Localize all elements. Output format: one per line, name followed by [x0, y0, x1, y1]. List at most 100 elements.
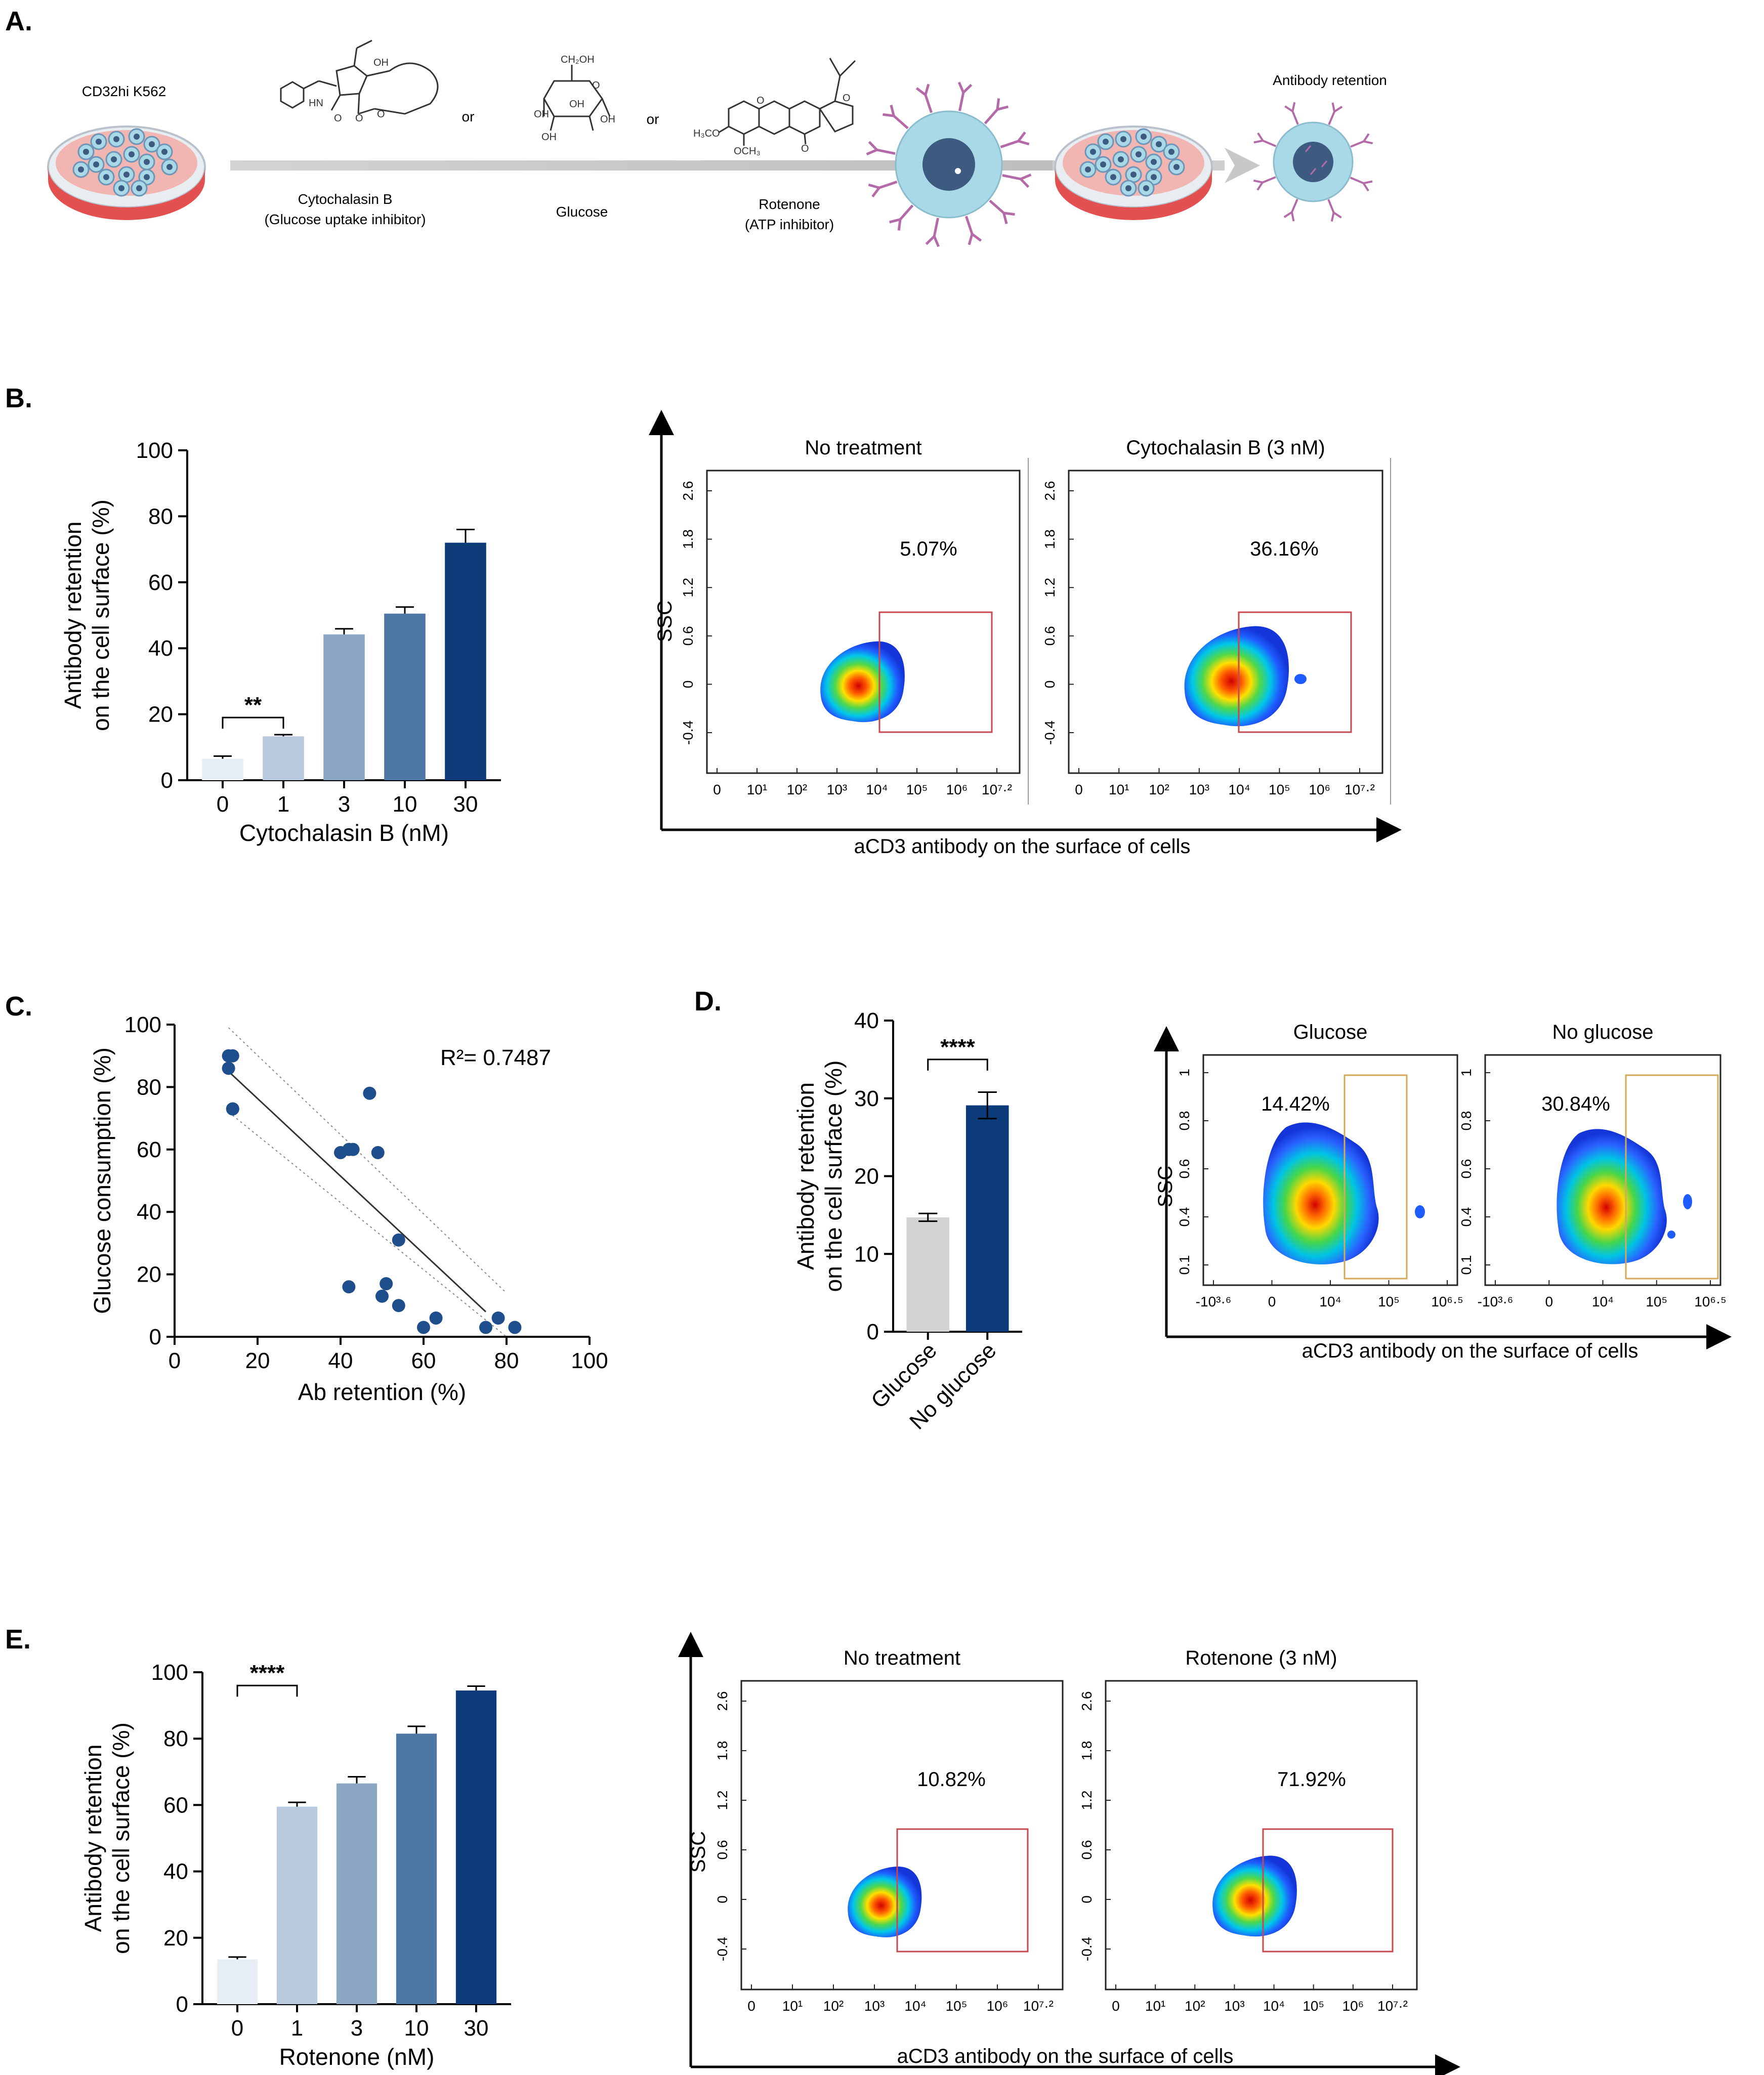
rotenone-name: Rotenone [759, 196, 820, 212]
cell-nucleus [149, 141, 155, 147]
svg-text:OH: OH [541, 132, 557, 143]
antibody-arm [1333, 211, 1342, 219]
antibody-icon [1350, 177, 1364, 184]
x-tick-label: 1 [291, 2016, 303, 2041]
antibody-icon [958, 92, 965, 111]
y-axis-title-line1: Antibody retention [792, 1082, 819, 1270]
antibody-arm [868, 183, 880, 189]
y-tick-label: 0 [149, 1325, 161, 1349]
gate-rectangle [878, 611, 993, 733]
significance-stars: ** [244, 693, 262, 717]
antibody-arm [1257, 132, 1264, 142]
flow-y-tick-label: 1.8 [715, 1741, 730, 1761]
internalized-antibody [1321, 160, 1328, 167]
data-point [392, 1299, 405, 1312]
antibody-arm [924, 83, 930, 96]
antibody-arm [866, 148, 877, 156]
bar-chart-b: 0 20 40 60 80 100 0 1 3 10 30 ** Cytochalasin B (nM)… [60, 438, 501, 846]
bar-chart-e: 0 20 40 60 80 100 0 1 3 10 30 **** Rotenone (nM) Anti… [80, 1660, 511, 2070]
svg-text:OH: OH [569, 99, 584, 110]
flow-x-tick-label: 10⁶ [946, 782, 968, 797]
flow-y-tick-label: -0.4 [715, 1937, 730, 1961]
antibody-arm [1020, 173, 1032, 181]
bar [217, 1959, 258, 2004]
flow-x-tick-label: 10¹ [1145, 1998, 1165, 2014]
antibody-arm [915, 87, 927, 96]
flow-x-tick-label: 10⁷·² [1377, 1998, 1408, 2014]
flow-plot-frame [1068, 470, 1383, 774]
x-tick-label: 0 [169, 1348, 181, 1373]
y-tick-label: 60 [163, 1793, 188, 1817]
cell-nucleus [161, 149, 167, 155]
flow-x-tick-label: 10⁴ [866, 782, 888, 797]
significance-bracket [222, 716, 284, 729]
y-tick-label: 60 [137, 1137, 161, 1162]
cell-nucleus [1141, 134, 1147, 140]
y-axis-title: Glucose consumption (%) [89, 1047, 115, 1314]
svg-text:OH: OH [534, 109, 549, 120]
data-point [392, 1233, 405, 1247]
x-axis-title: Cytochalasin B (nM) [239, 820, 449, 846]
antibody-arm [1290, 212, 1295, 222]
svg-text:O: O [843, 93, 851, 104]
cell-nucleus [96, 139, 102, 145]
cell-nucleus [111, 156, 117, 162]
y-tick-label: 40 [854, 1008, 879, 1033]
antibody-arm [1002, 213, 1008, 224]
flow-x-tick-label: 10⁴ [904, 1998, 926, 2014]
cell-nucleus [113, 136, 119, 142]
cytochalasin-name: Cytochalasin B [298, 191, 393, 207]
flow-x-tick-label: 10⁶·⁵ [1694, 1294, 1727, 1309]
data-point [226, 1102, 239, 1116]
antibody-arm [957, 81, 965, 93]
flow-axes-b: SSC aCD3 antibody on the surface of cell… [649, 410, 1402, 858]
flow-d-xlabel: aCD3 antibody on the surface of cells [1302, 1340, 1639, 1362]
flow-y-tick-label: 0.6 [1177, 1159, 1192, 1179]
flow-x-tick-label: 10¹ [747, 782, 767, 797]
bar [384, 613, 426, 780]
flow-x-tick-label: 10⁵ [1378, 1294, 1400, 1309]
data-point [346, 1142, 360, 1156]
y-tick-label: 30 [854, 1086, 879, 1111]
flow-y-tick-label: 0.6 [1458, 1159, 1474, 1179]
flow-b-ylabel: SSC [654, 601, 676, 642]
flow-plot-title: No treatment [805, 437, 921, 459]
antibody-arm [1253, 139, 1263, 144]
antibody-icon [1350, 140, 1364, 148]
bar [445, 542, 486, 780]
gate-percent-label: 5.07% [900, 538, 957, 560]
significance-stars: **** [940, 1035, 975, 1060]
y-tick-label: 100 [136, 438, 173, 463]
flow-x-tick-label: 10⁴ [1319, 1294, 1341, 1309]
significance-bracket [236, 1684, 298, 1697]
antibody-icon [933, 218, 939, 237]
antibody-arm [1284, 105, 1293, 112]
antibody-icon [876, 148, 896, 155]
gate-percent-label: 36.16% [1250, 538, 1319, 560]
cell-population-density [1184, 626, 1289, 727]
antibody-arm [1283, 211, 1293, 218]
bar [276, 1806, 318, 2004]
antibody-icon [1262, 140, 1277, 147]
flow-x-tick-label: 10¹ [782, 1998, 803, 2014]
flow-x-tick-label: 10² [1149, 782, 1169, 797]
cell-nucleus [1118, 156, 1124, 162]
svg-text:CH₂OH: CH₂OH [561, 54, 595, 65]
cell-nucleus [1156, 141, 1162, 147]
ci-upper-line [228, 1027, 507, 1294]
antibody-arm [868, 141, 878, 151]
flow-y-tick-label: 0 [1079, 1895, 1095, 1903]
flow-plot-e-no-treatment: -0.4 0 0.6 1.2 1.8 2.6 0 10¹ 10² 10³ 10⁴ 10⁵ 10⁶ 10⁷·… [715, 1647, 1064, 2014]
flow-x-tick-label: 0 [1545, 1294, 1553, 1309]
y-tick-label: 20 [148, 702, 173, 727]
cell-population-density [848, 1866, 922, 1937]
data-point [380, 1277, 393, 1291]
x-tick-label: 20 [245, 1348, 270, 1373]
cell-cluster-icon-2 [1079, 128, 1185, 197]
data-point [342, 1280, 356, 1294]
flow-x-tick-label: 10⁵ [906, 782, 928, 797]
data-point [417, 1321, 430, 1334]
cell-nucleus [1125, 185, 1131, 191]
x-tick-label: 30 [453, 792, 478, 817]
